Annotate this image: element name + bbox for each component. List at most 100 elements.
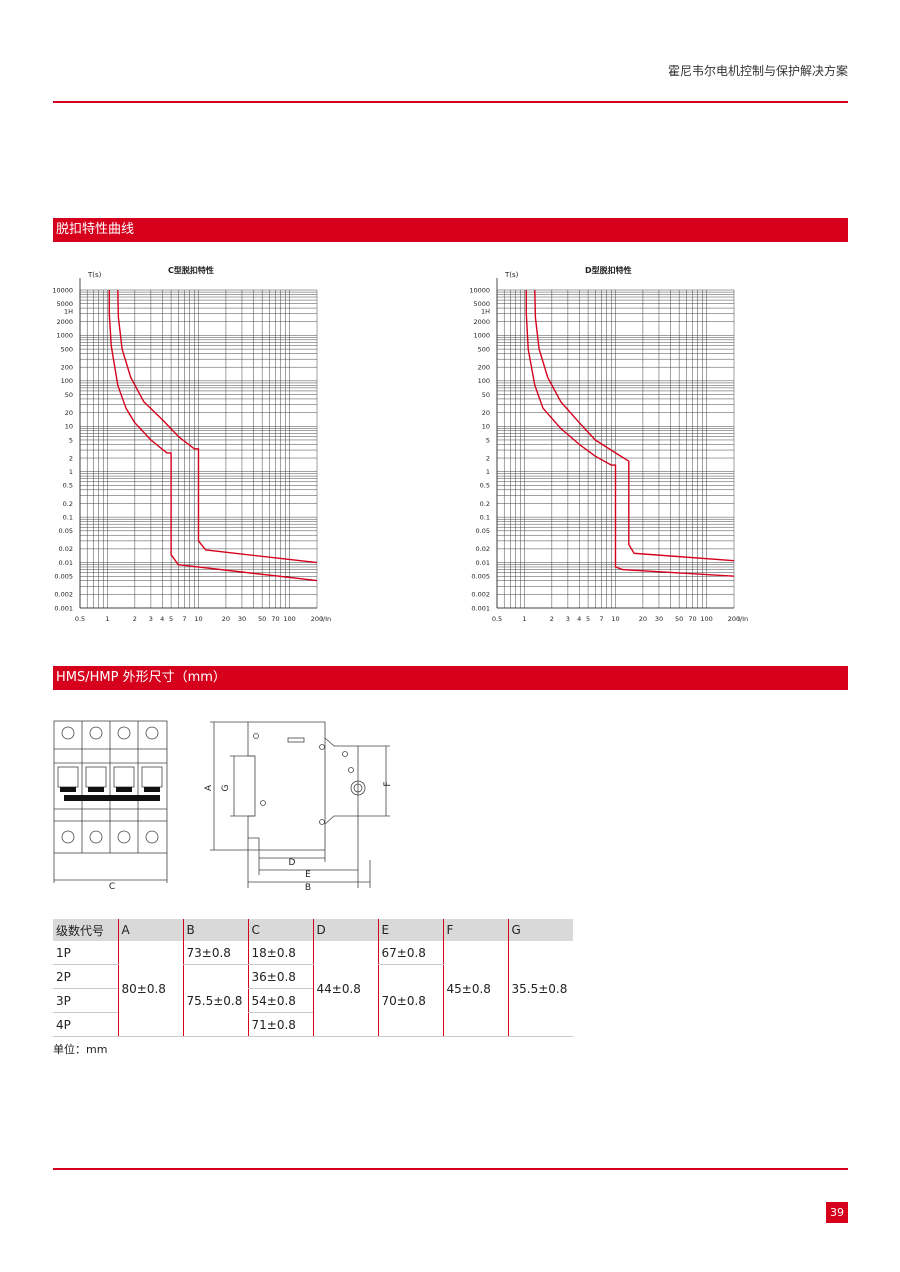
table-row: 3P 54±0.8: [53, 988, 573, 1013]
d-chart-y-axis-label: T(s): [504, 271, 519, 279]
c-chart-y-tick-label: 5: [69, 436, 73, 444]
c-chart-y-tick-label: 0.005: [54, 573, 73, 581]
d-chart-x-tick-label: 3: [566, 615, 570, 623]
d-chart-y-tick-label: 5: [486, 436, 490, 444]
c-chart-x-tick-label: 5: [169, 615, 173, 623]
d-chart-x-tick-label: 2: [550, 615, 554, 623]
c-chart-x-tick-label: 0.5: [75, 615, 85, 623]
section-title-dimensions: HMS/HMP 外形尺寸（mm）: [53, 666, 848, 690]
d-chart-curve-1: [525, 290, 735, 577]
c-chart-y-tick-label: 0.05: [59, 527, 73, 535]
value-cell-c: 36±0.8: [247, 964, 313, 989]
c-chart-y-tick-label: 10000: [52, 286, 73, 294]
c-chart-curve-2: [117, 289, 318, 564]
c-chart-y-tick-label: 20: [65, 409, 73, 417]
d-chart-y-tick-label: 20: [482, 409, 490, 417]
d-chart-y-tick-label: 1000: [473, 332, 490, 340]
d-chart-x-tick-label: 20: [639, 615, 647, 623]
c-type-trip-curve-chart: 0.5 1 2 3 4 5 7 10 20 30 50 70 100 2001000050001H2000…: [52, 265, 331, 623]
dimensions-table: 级数代号 A B C D E F G 1P 80±0.8 73±0.8 18±0…: [53, 919, 573, 1037]
footer-divider: [53, 1168, 848, 1170]
value-cell-g: 35.5±0.8: [507, 941, 573, 1037]
c-chart-y-tick-label: 1H: [64, 308, 73, 316]
front-view-drawing: C: [53, 720, 168, 892]
d-chart-x-tick-label: 30: [655, 615, 663, 623]
page-number: 39: [826, 1202, 848, 1223]
d-chart-y-tick-label: 10000: [469, 286, 490, 294]
c-chart-x-tick-label: 2: [133, 615, 137, 623]
c-chart-y-tick-label: 200: [61, 363, 73, 371]
d-chart-x-axis-label: I/In: [738, 615, 748, 623]
dim-label-c: C: [109, 882, 115, 892]
c-chart-x-tick-label: 100: [283, 615, 295, 623]
dim-label-e: E: [305, 870, 311, 880]
d-chart-x-tick-label: 5: [586, 615, 590, 623]
c-chart-y-tick-label: 0.2: [63, 500, 73, 508]
d-chart-x-tick-label: 1: [522, 615, 526, 623]
c-chart-y-tick-label: 0.02: [59, 545, 73, 553]
d-chart-x-tick-label: 0.5: [492, 615, 502, 623]
header-cell-b: B: [182, 919, 248, 941]
side-view-drawing: A G F D E B: [204, 721, 393, 893]
header-cell-f: F: [442, 919, 508, 941]
value-cell-e: 70±0.8: [377, 964, 443, 1037]
unit-note: 单位：mm: [53, 1043, 108, 1056]
c-chart-x-axis-label: I/In: [321, 615, 331, 623]
d-chart-grid: [496, 289, 735, 609]
d-chart-y-tick-label: 0.001: [471, 604, 490, 612]
d-chart-x-tick-label: 4: [577, 615, 581, 623]
c-chart-x-tick-label: 70: [271, 615, 279, 623]
d-chart-x-tick-label: 7: [599, 615, 603, 623]
c-chart-y-tick-label: 0.5: [63, 482, 73, 490]
document-header-title: 霍尼韦尔电机控制与保护解决方案: [667, 64, 848, 78]
d-chart-x-tick-label: 70: [688, 615, 696, 623]
d-chart-y-tick-label: 1H: [481, 308, 490, 316]
d-chart-y-tick-label: 1: [486, 468, 490, 476]
d-chart-y-tick-label: 10: [482, 423, 490, 431]
section-title-trip-curve: 脱扣特性曲线: [53, 218, 848, 242]
d-chart-y-tick-label: 500: [478, 345, 490, 353]
c-chart-y-tick-label: 10: [65, 423, 73, 431]
dim-label-f: F: [383, 781, 393, 786]
c-chart-y-axis-label: T(s): [87, 271, 102, 279]
header-cell-g: G: [507, 919, 573, 941]
value-cell-a: 80±0.8: [117, 941, 183, 1037]
d-chart-curve-2: [534, 289, 735, 562]
c-chart-x-tick-label: 3: [149, 615, 153, 623]
c-chart-y-tick-label: 0.002: [54, 591, 73, 599]
d-chart-y-tick-label: 200: [478, 363, 490, 371]
d-chart-y-tick-label: 50: [482, 391, 490, 399]
pole-cell: 3P: [53, 988, 118, 1013]
d-chart-y-tick-label: 0.2: [480, 500, 490, 508]
c-chart-y-tick-label: 2: [69, 454, 73, 462]
d-chart-y-tick-label: 0.05: [476, 527, 490, 535]
c-chart-y-tick-label: 0.01: [59, 559, 73, 567]
table-row: 2P 75.5±0.8 36±0.8 70±0.8: [53, 964, 573, 1037]
c-chart-y-tick-label: 0.001: [54, 604, 73, 612]
header-cell-d: D: [312, 919, 378, 941]
d-chart-x-tick-label: 200: [728, 615, 740, 623]
c-chart-x-tick-label: 50: [258, 615, 266, 623]
d-chart-y-tick-label: 0.5: [480, 482, 490, 490]
value-cell-e: 67±0.8: [377, 941, 443, 965]
c-chart-y-tick-label: 1000: [56, 332, 73, 340]
dim-label-d: D: [289, 858, 296, 868]
c-chart-x-tick-label: 1: [105, 615, 109, 623]
d-chart-x-tick-label: 50: [675, 615, 683, 623]
d-chart-y-tick-label: 0.01: [476, 559, 490, 567]
d-chart-y-tick-label: 0.1: [480, 513, 490, 521]
c-chart-x-tick-label: 7: [182, 615, 186, 623]
d-chart-y-tick-label: 2: [486, 454, 490, 462]
c-chart-x-tick-label: 4: [160, 615, 164, 623]
c-chart-grid: [79, 289, 318, 609]
d-chart-y-tick-label: 5000: [473, 300, 490, 308]
c-chart-x-tick-label: 10: [194, 615, 202, 623]
c-chart-y-tick-label: 50: [65, 391, 73, 399]
header-divider: [53, 101, 848, 103]
c-chart-y-tick-label: 500: [61, 345, 73, 353]
dim-label-b: B: [305, 883, 311, 893]
d-chart-y-tick-label: 2000: [473, 318, 490, 326]
c-chart-x-tick-label: 200: [311, 615, 323, 623]
c-chart-y-tick-label: 1: [69, 468, 73, 476]
d-chart-y-tick-label: 0.002: [471, 591, 490, 599]
